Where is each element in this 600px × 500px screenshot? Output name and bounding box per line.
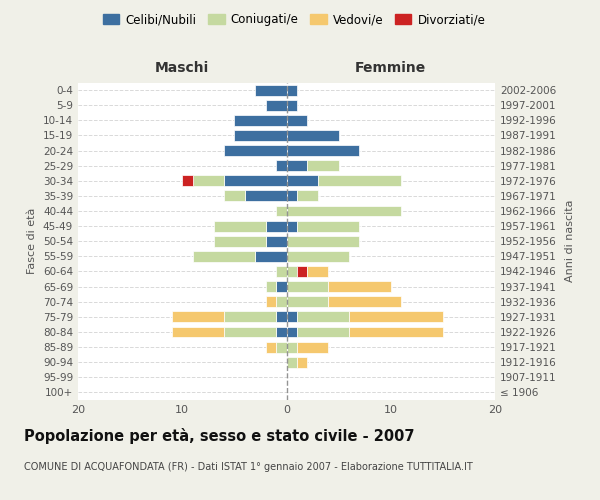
Text: Maschi: Maschi: [155, 61, 209, 75]
Bar: [193, 176, 224, 186]
Bar: [307, 266, 328, 277]
Bar: [297, 266, 307, 277]
Bar: [287, 176, 318, 186]
Bar: [297, 342, 328, 352]
Bar: [287, 220, 297, 232]
Bar: [214, 220, 266, 232]
Bar: [287, 357, 297, 368]
Bar: [287, 160, 307, 171]
Bar: [328, 281, 391, 292]
Bar: [235, 130, 287, 141]
Bar: [224, 190, 245, 202]
Bar: [287, 130, 338, 141]
Bar: [307, 160, 338, 171]
Bar: [266, 342, 276, 352]
Bar: [287, 236, 359, 246]
Text: Femmine: Femmine: [355, 61, 427, 75]
Bar: [287, 190, 297, 202]
Bar: [276, 206, 287, 216]
Bar: [297, 357, 307, 368]
Bar: [287, 206, 401, 216]
Bar: [287, 342, 297, 352]
Legend: Celibi/Nubili, Coniugati/e, Vedovi/e, Divorziati/e: Celibi/Nubili, Coniugati/e, Vedovi/e, Di…: [98, 8, 490, 31]
Bar: [287, 84, 297, 96]
Bar: [224, 326, 276, 338]
Bar: [276, 312, 287, 322]
Y-axis label: Fasce di età: Fasce di età: [28, 208, 37, 274]
Bar: [287, 312, 297, 322]
Text: COMUNE DI ACQUAFONDATA (FR) - Dati ISTAT 1° gennaio 2007 - Elaborazione TUTTITAL: COMUNE DI ACQUAFONDATA (FR) - Dati ISTAT…: [24, 462, 473, 472]
Bar: [276, 266, 287, 277]
Bar: [276, 326, 287, 338]
Bar: [287, 145, 359, 156]
Bar: [349, 312, 443, 322]
Bar: [328, 296, 401, 307]
Bar: [224, 312, 276, 322]
Bar: [266, 236, 287, 246]
Bar: [297, 190, 318, 202]
Bar: [266, 281, 276, 292]
Text: Popolazione per età, sesso e stato civile - 2007: Popolazione per età, sesso e stato civil…: [24, 428, 415, 444]
Bar: [214, 236, 266, 246]
Bar: [287, 266, 297, 277]
Bar: [193, 251, 255, 262]
Bar: [276, 296, 287, 307]
Bar: [276, 342, 287, 352]
Bar: [266, 220, 287, 232]
Bar: [224, 145, 287, 156]
Bar: [318, 176, 401, 186]
Bar: [297, 220, 359, 232]
Bar: [287, 281, 328, 292]
Bar: [255, 251, 287, 262]
Bar: [172, 312, 224, 322]
Bar: [287, 100, 297, 110]
Bar: [266, 296, 276, 307]
Bar: [245, 190, 287, 202]
Bar: [172, 326, 224, 338]
Bar: [297, 326, 349, 338]
Bar: [287, 326, 297, 338]
Bar: [224, 176, 287, 186]
Bar: [255, 84, 287, 96]
Y-axis label: Anni di nascita: Anni di nascita: [565, 200, 575, 282]
Bar: [349, 326, 443, 338]
Bar: [287, 251, 349, 262]
Bar: [287, 115, 307, 126]
Bar: [287, 296, 328, 307]
Bar: [276, 281, 287, 292]
Bar: [182, 176, 193, 186]
Bar: [235, 115, 287, 126]
Bar: [297, 312, 349, 322]
Bar: [276, 160, 287, 171]
Bar: [266, 100, 287, 110]
